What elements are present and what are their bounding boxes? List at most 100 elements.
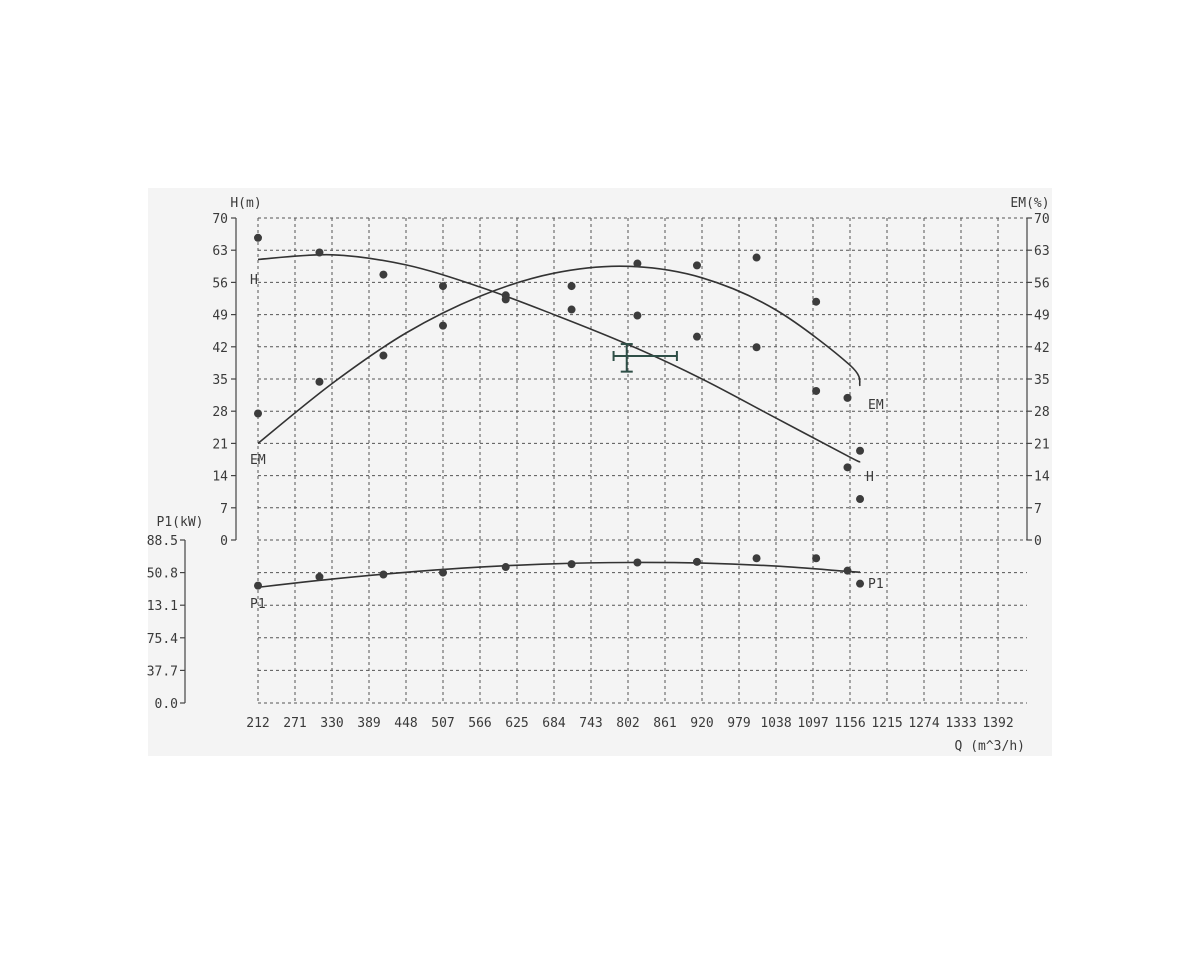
data-point-h (752, 343, 761, 352)
x-axis-title: Q (m^3/h) (955, 739, 1025, 754)
data-point-p1 (692, 557, 701, 566)
data-point-em (812, 297, 821, 306)
curve-h (257, 253, 861, 463)
head-tick-label: 63 (212, 244, 228, 259)
x-tick-label: 1097 (797, 716, 828, 731)
efficiency-tick-label: 56 (1034, 276, 1050, 291)
x-tick-label: 507 (431, 716, 454, 731)
x-tick-label: 743 (579, 716, 602, 731)
head-tick-label: 14 (212, 470, 228, 485)
head-tick-label: 35 (212, 373, 228, 388)
data-point-h (315, 248, 324, 257)
axes (180, 217, 1032, 704)
data-point-em (567, 282, 576, 291)
data-point-h (633, 311, 642, 320)
curve-label-p1: P1 (250, 597, 266, 612)
head-tick-label: 7 (220, 502, 228, 517)
power-axis-title: P1(kW) (157, 515, 204, 530)
data-point-p1 (439, 568, 447, 577)
head-tick-label: 49 (212, 309, 228, 324)
head-tick-label: 21 (212, 437, 228, 452)
efficiency-tick-label: 28 (1034, 405, 1050, 420)
curve-end-label-p1: P1 (868, 577, 884, 592)
x-tick-label: 802 (616, 716, 639, 731)
data-point-p1 (379, 570, 388, 579)
labels: 0 7 14 21 28 35 42 49 56 63 70 0 7 14 21 28 35 42 49 56 63 70… (147, 196, 1050, 754)
data-point-h (856, 495, 865, 504)
data-point-em (633, 259, 642, 268)
x-tick-label: 1215 (871, 716, 902, 731)
x-tick-label: 1392 (982, 716, 1013, 731)
x-tick-label: 625 (505, 716, 528, 731)
head-axis-title: H(m) (230, 196, 261, 211)
head-tick-label: 28 (212, 405, 228, 420)
curve-end-label-h: H (866, 470, 874, 485)
data-point-p1 (567, 560, 576, 569)
efficiency-axis-title: EM(%) (1010, 196, 1049, 211)
curve-p1 (257, 561, 861, 589)
data-point-h (692, 332, 701, 341)
power-tick-label: 88.5 (147, 534, 178, 549)
data-point-em (856, 446, 865, 455)
measured-points (254, 233, 865, 590)
efficiency-tick-label: 21 (1034, 437, 1050, 452)
fitted-curves (257, 253, 861, 589)
data-point-p1 (254, 581, 262, 590)
data-point-em (254, 409, 262, 418)
x-tick-label: 1274 (908, 716, 939, 731)
head-tick-label: 42 (212, 341, 228, 356)
data-point-em (501, 295, 510, 304)
x-tick-label: 1156 (834, 716, 865, 731)
x-tick-label: 1333 (945, 716, 976, 731)
efficiency-tick-label: 14 (1034, 470, 1050, 485)
data-point-h (379, 270, 388, 279)
data-point-em (315, 377, 324, 386)
curve-label-em: EM (250, 453, 266, 468)
x-tick-label: 271 (283, 716, 306, 731)
curve-label-h: H (250, 273, 258, 288)
efficiency-tick-label: 70 (1034, 212, 1050, 227)
data-point-h (439, 282, 447, 291)
power-tick-label: 37.7 (147, 664, 178, 679)
x-tick-label: 330 (320, 716, 343, 731)
efficiency-tick-label: 63 (1034, 244, 1050, 259)
data-point-p1 (315, 572, 324, 581)
curve-em (257, 265, 861, 445)
data-point-h (567, 305, 576, 314)
data-point-em (439, 321, 447, 330)
x-tick-label: 684 (542, 716, 566, 731)
x-tick-label: 389 (357, 716, 380, 731)
efficiency-tick-label: 0 (1034, 534, 1042, 549)
x-tick-label: 448 (394, 716, 417, 731)
x-tick-label: 212 (246, 716, 269, 731)
efficiency-tick-label: 42 (1034, 341, 1050, 356)
data-point-p1 (856, 579, 865, 588)
data-point-h (812, 386, 821, 395)
data-point-p1 (501, 563, 510, 572)
data-point-h (843, 463, 852, 472)
data-point-h (254, 233, 262, 242)
x-tick-label: 566 (468, 716, 491, 731)
data-point-p1 (752, 554, 761, 563)
power-tick-label: 50.8 (147, 567, 178, 582)
head-tick-label: 56 (212, 276, 228, 291)
data-point-p1 (633, 558, 642, 567)
data-point-em (752, 253, 761, 262)
x-tick-label: 920 (690, 716, 713, 731)
head-tick-label: 70 (212, 212, 228, 227)
x-tick-label: 1038 (760, 716, 791, 731)
efficiency-tick-label: 49 (1034, 309, 1050, 324)
power-tick-label: 0.0 (155, 697, 178, 712)
data-point-p1 (843, 566, 852, 575)
grid-lines (257, 217, 1027, 704)
curve-end-label-em: EM (868, 398, 884, 413)
x-tick-label: 979 (727, 716, 750, 731)
x-tick-label: 861 (653, 716, 676, 731)
efficiency-tick-label: 35 (1034, 373, 1050, 388)
data-point-em (379, 351, 388, 360)
data-point-p1 (812, 554, 821, 563)
power-tick-label: 75.4 (147, 632, 178, 647)
data-point-em (692, 261, 701, 270)
